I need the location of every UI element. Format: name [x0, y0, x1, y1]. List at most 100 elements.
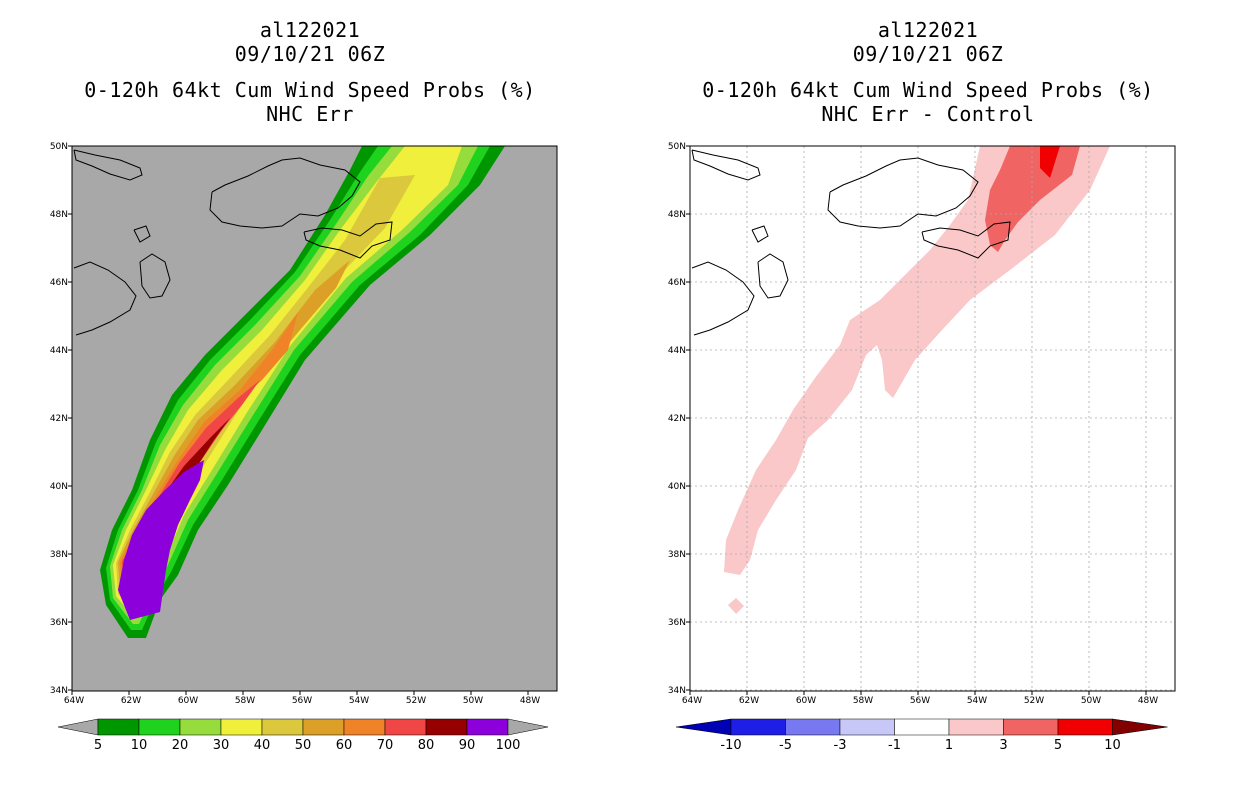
colorbar-swatch — [179, 718, 222, 736]
prob-band-10 — [106, 146, 490, 630]
colorbar-swatch — [220, 718, 263, 736]
colorbar-label: 60 — [336, 738, 353, 753]
lon-label: 48W — [1138, 696, 1158, 706]
colorbar-label: 5 — [94, 738, 102, 753]
lat-label: 42N — [668, 414, 686, 424]
lon-label: 48W — [520, 696, 540, 706]
colorbar-swatch — [730, 718, 786, 736]
lat-label: 34N — [668, 686, 686, 696]
colorbar-swatch — [425, 718, 468, 736]
left-datetime: 09/10/21 06Z — [234, 42, 386, 66]
lat-label: 36N — [668, 618, 686, 628]
colorbar-swatch — [384, 718, 427, 736]
lat-label: 50N — [668, 142, 686, 152]
lon-label: 56W — [910, 696, 930, 706]
lat-label: 40N — [668, 482, 686, 492]
colorbar-swatch — [138, 718, 181, 736]
right-storm-id: al122021 — [877, 18, 979, 42]
lon-label: 58W — [235, 696, 255, 706]
coastline — [691, 149, 761, 181]
colorbar-label: -3 — [834, 738, 847, 753]
prob-band-90 — [118, 460, 204, 620]
colorbar-label: 10 — [131, 738, 148, 753]
colorbar-label: 20 — [172, 738, 189, 753]
colorbar-swatch — [261, 718, 304, 736]
lon-label: 60W — [178, 696, 198, 706]
lat-label: 48N — [668, 210, 686, 220]
coastline — [73, 149, 143, 181]
lon-label: 52W — [1024, 696, 1044, 706]
right-map-background — [690, 146, 1175, 691]
lon-label: 56W — [292, 696, 312, 706]
right-title: 0-120h 64kt Cum Wind Speed Probs (%) — [702, 78, 1154, 102]
right-map-panel: 64W 62W 60W 58W 56W 54W 52W 50W 48W 50N 48N 46N 44N 4… — [668, 142, 1176, 706]
colorbar-swatch — [97, 718, 140, 736]
coastline — [757, 253, 789, 299]
colorbar-label: -5 — [779, 738, 792, 753]
lat-label: 44N — [50, 346, 68, 356]
lon-label: 64W — [682, 696, 702, 706]
left-subtitle: NHC Err — [266, 102, 354, 126]
left-panel-title-block: al122021 09/10/21 06Z 0-120h 64kt Cum Wi… — [60, 18, 560, 126]
colorbar-label: 90 — [459, 738, 476, 753]
colorbar-label: 10 — [1104, 738, 1121, 753]
lon-label: 64W — [64, 696, 84, 706]
coastline — [73, 261, 137, 336]
lon-label: 62W — [121, 696, 141, 706]
colorbar-label: -1 — [888, 738, 901, 753]
colorbar-left-arrow — [57, 718, 99, 736]
colorbar-swatch — [1057, 718, 1113, 736]
colorbar-right-arrow — [1112, 718, 1168, 736]
left-storm-id: al122021 — [259, 18, 361, 42]
colorbar-swatch — [466, 718, 509, 736]
right-colorbar: -10 -5 -3 -1 1 3 5 10 — [675, 718, 1168, 753]
coastline — [691, 261, 755, 336]
prob-band-60 — [120, 312, 298, 600]
colorbar-swatch — [302, 718, 345, 736]
coastline — [303, 221, 393, 259]
lon-label: 54W — [967, 696, 987, 706]
lon-label: 62W — [739, 696, 759, 706]
diff-band-5 — [1040, 146, 1060, 178]
colorbar-label: 30 — [213, 738, 230, 753]
colorbar-swatch — [1003, 718, 1059, 736]
lat-label: 44N — [668, 346, 686, 356]
left-title: 0-120h 64kt Cum Wind Speed Probs (%) — [84, 78, 536, 102]
colorbar-label: 40 — [254, 738, 271, 753]
right-subtitle: NHC Err - Control — [821, 102, 1035, 126]
colorbar-label: 100 — [496, 738, 521, 753]
coastline — [133, 225, 151, 243]
colorbar-label: 50 — [295, 738, 312, 753]
colorbar-swatch — [948, 718, 1004, 736]
diff-band-1b — [728, 598, 744, 614]
coastline — [827, 157, 979, 229]
colorbar-swatch — [343, 718, 386, 736]
colorbar-swatch — [839, 718, 895, 736]
colorbar-swatch — [894, 718, 950, 736]
lon-label: 50W — [463, 696, 483, 706]
diff-band-3 — [985, 146, 1080, 252]
colorbar-label: 1 — [945, 738, 953, 753]
colorbar-left-arrow — [675, 718, 732, 736]
lat-label: 38N — [50, 550, 68, 560]
lon-label: 58W — [853, 696, 873, 706]
lat-label: 46N — [50, 278, 68, 288]
colorbar-right-arrow — [507, 718, 549, 736]
lon-label: 52W — [406, 696, 426, 706]
lat-label: 36N — [50, 618, 68, 628]
prob-band-5 — [100, 146, 505, 638]
lat-label: 48N — [50, 210, 68, 220]
lat-label: 34N — [50, 686, 68, 696]
coastline — [921, 221, 1011, 259]
coastline — [139, 253, 171, 299]
left-map-panel: 64W 62W 60W 58W 56W 54W 52W 50W 48W 50N 48N 46N 44N 4… — [50, 142, 558, 706]
left-colorbar: 5 10 20 30 40 50 60 70 80 90 100 — [57, 718, 549, 753]
coastline — [209, 157, 361, 229]
colorbar-swatch — [785, 718, 841, 736]
colorbar-label: 80 — [418, 738, 435, 753]
colorbar-label: -10 — [720, 738, 741, 753]
lat-label: 42N — [50, 414, 68, 424]
lon-label: 54W — [349, 696, 369, 706]
colorbar-label: 5 — [1054, 738, 1062, 753]
